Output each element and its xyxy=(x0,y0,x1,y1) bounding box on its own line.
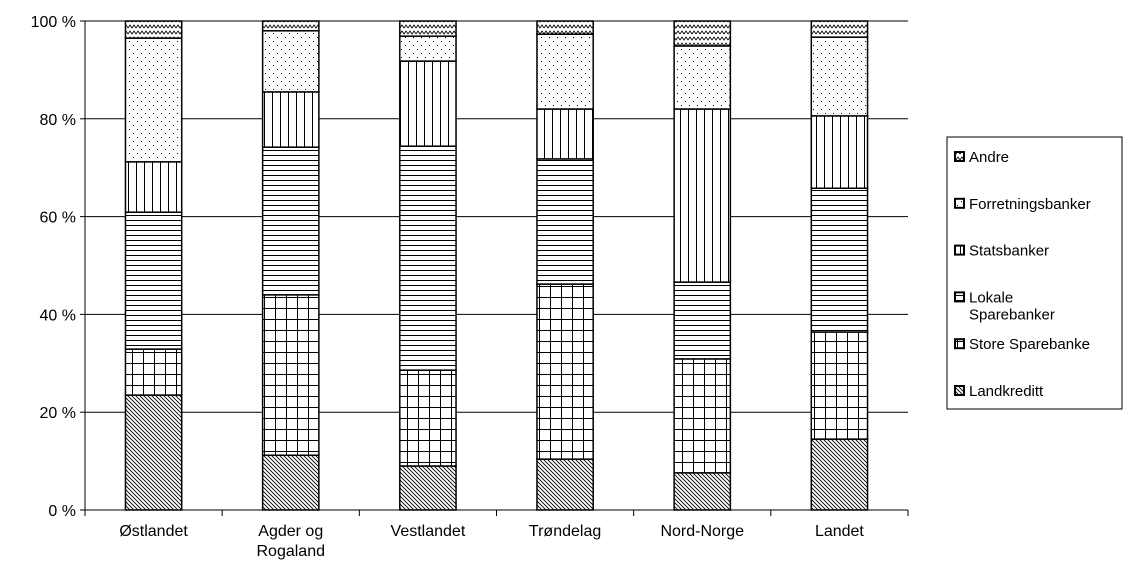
bar-segment xyxy=(261,30,320,93)
x-tick-label: Vestlandet xyxy=(391,523,466,540)
y-tick-label: 0 % xyxy=(48,503,76,520)
legend-swatch xyxy=(954,244,965,256)
bar-segment xyxy=(536,33,594,110)
bar-segment xyxy=(399,20,457,37)
x-tick-label: Østlandet xyxy=(119,523,188,540)
x-tick-label: Landet xyxy=(815,523,864,540)
bar-segment xyxy=(673,358,732,474)
y-tick-label: 40 % xyxy=(40,307,76,324)
x-tick-label: Nord-Norge xyxy=(660,523,744,540)
bar-segment xyxy=(536,20,594,35)
legend-swatch xyxy=(954,338,965,350)
legend-swatch xyxy=(954,291,965,303)
bar-segment xyxy=(536,458,594,511)
bar-segment xyxy=(399,35,457,62)
x-tick-label: Trøndelag xyxy=(529,523,601,540)
bar-segment xyxy=(810,187,869,333)
bar-segment xyxy=(673,20,732,47)
bar-segment xyxy=(673,45,732,110)
bar-segment xyxy=(261,146,320,296)
bar-segment xyxy=(810,115,869,189)
legend-box xyxy=(946,136,1123,410)
bar-segment xyxy=(124,348,183,396)
bar-segment xyxy=(536,108,594,160)
bar-segment xyxy=(810,438,869,511)
bar-segment xyxy=(124,20,183,39)
y-tick-label: 100 % xyxy=(31,14,76,31)
legend-label: Landkreditt xyxy=(969,383,1044,400)
bar-segment xyxy=(124,161,183,213)
legend-label: Forretningsbanker xyxy=(969,196,1091,213)
bar-segment xyxy=(673,472,732,511)
legend-swatch xyxy=(954,151,965,162)
bar-segment xyxy=(124,211,183,350)
x-tick-label: Agder og Rogaland xyxy=(257,523,326,560)
bar-segment xyxy=(673,281,732,360)
legend-label: Andre xyxy=(969,149,1009,166)
bar-segment xyxy=(261,20,320,32)
legend-label: Lokale Sparebanker xyxy=(969,289,1055,323)
bar-segment xyxy=(399,60,457,147)
legend-label: Store Sparebanke xyxy=(969,336,1090,353)
y-tick-label: 60 % xyxy=(40,210,76,227)
legend-swatch xyxy=(954,385,965,396)
bar-segment xyxy=(124,394,183,511)
bar-segment xyxy=(536,283,594,460)
bar-segment xyxy=(399,465,457,511)
legend-label: Statsbanker xyxy=(969,243,1049,260)
legend: Andre Forretningsbanker Statsbanker Lokale S… xyxy=(946,136,1123,410)
legend-swatch xyxy=(954,197,965,209)
bar-segment xyxy=(261,91,320,148)
y-tick-label: 20 % xyxy=(40,405,76,422)
bar-segment xyxy=(261,454,320,511)
bar-segment xyxy=(810,20,869,38)
bar-segment xyxy=(124,37,183,163)
bar-segment xyxy=(399,369,457,467)
bar-segment xyxy=(810,36,869,117)
y-tick-label: 80 % xyxy=(40,112,76,129)
bar-segment xyxy=(536,158,594,285)
bar-segment xyxy=(810,331,869,440)
bar-segment xyxy=(673,108,732,283)
bar-segment xyxy=(261,294,320,456)
bar-segment xyxy=(399,145,457,371)
plot-area: 0 % 20 % 40 % 60 % 80 % 100 % Østlandet Agder o… xyxy=(31,14,909,560)
